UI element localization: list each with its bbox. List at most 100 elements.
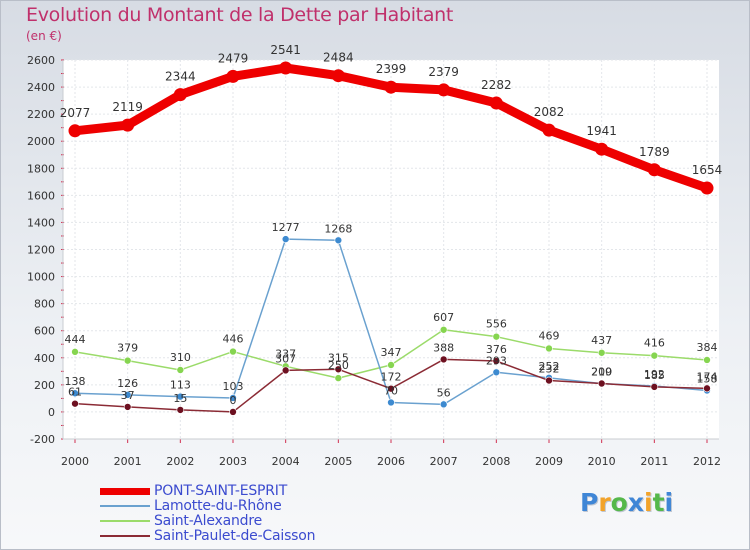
- data-label: 469: [539, 329, 560, 342]
- legend-swatch: [100, 520, 150, 522]
- x-tick-label: 2008: [482, 455, 510, 468]
- x-tick-label: 2012: [693, 455, 721, 468]
- y-tick-label: 200: [34, 379, 55, 392]
- data-point: [123, 391, 132, 399]
- logo-letter: r: [598, 488, 611, 517]
- data-point: [439, 400, 448, 409]
- data-label: 56: [437, 386, 451, 399]
- data-point: [71, 389, 79, 398]
- data-point: [387, 398, 395, 407]
- data-point: [545, 376, 553, 385]
- data-point: [334, 236, 343, 245]
- data-point: [71, 399, 79, 408]
- chart-title: Evolution du Montant de la Dette par Hab…: [26, 4, 454, 26]
- data-label: 2379: [428, 65, 459, 79]
- data-point: [226, 69, 240, 83]
- data-label: 2399: [376, 62, 407, 76]
- data-label: 252: [539, 360, 560, 373]
- data-point: [229, 408, 237, 416]
- data-point: [281, 366, 290, 375]
- proxiti-logo: Proxiti: [580, 488, 673, 517]
- logo-letter: x: [627, 488, 644, 517]
- x-tick-label: 2005: [324, 455, 352, 468]
- data-label: 444: [65, 333, 86, 346]
- logo-letter: i: [664, 488, 674, 517]
- data-label: 293: [486, 354, 507, 367]
- data-point: [173, 88, 187, 102]
- data-label: 70: [384, 384, 398, 397]
- data-point: [229, 394, 237, 402]
- y-tick-label: -200: [30, 433, 55, 446]
- data-point: [384, 80, 398, 94]
- data-label: 2119: [112, 100, 143, 114]
- legend-label: Saint-Alexandre: [154, 513, 262, 529]
- data-label: 113: [170, 379, 191, 392]
- data-label: 232: [539, 363, 560, 376]
- data-point: [123, 403, 132, 411]
- data-point: [597, 348, 606, 357]
- data-point: [597, 379, 606, 388]
- y-tick-label: 2400: [27, 81, 55, 94]
- data-point: [334, 374, 343, 382]
- data-label: 1654: [692, 163, 723, 177]
- data-point: [492, 332, 501, 341]
- logo-letter: t: [652, 488, 665, 517]
- data-label: 379: [117, 342, 138, 355]
- data-point: [542, 123, 556, 137]
- logo-letter: P: [580, 488, 599, 517]
- y-tick-label: 1600: [27, 189, 55, 202]
- data-point: [176, 392, 185, 401]
- y-tick-label: 1400: [27, 216, 55, 229]
- series-saint-paulet-de-caisson: [71, 355, 711, 416]
- data-label: 1789: [639, 145, 670, 159]
- legend-label: Lamotte-du-Rhône: [154, 498, 282, 514]
- data-point: [545, 344, 553, 353]
- legend-swatch: [100, 505, 150, 507]
- data-label: 250: [328, 359, 349, 372]
- data-label: 174: [697, 370, 718, 383]
- y-tick-label: 800: [34, 298, 55, 311]
- data-label: 138: [65, 375, 86, 388]
- y-tick-label: 2000: [27, 135, 55, 148]
- data-point: [387, 361, 395, 369]
- legend-label: Saint-Paulet-de-Caisson: [154, 528, 316, 544]
- data-point: [700, 181, 714, 195]
- x-tick-label: 2007: [430, 455, 458, 468]
- data-label: 2282: [481, 78, 512, 92]
- data-label: 388: [433, 341, 454, 354]
- data-point: [279, 61, 293, 75]
- data-label: 2541: [270, 43, 301, 57]
- data-label: 556: [486, 318, 507, 331]
- data-label: 607: [433, 311, 454, 324]
- data-point: [71, 348, 79, 356]
- logo-letter: i: [644, 488, 653, 517]
- data-point: [595, 142, 609, 156]
- x-tick-label: 2003: [219, 455, 247, 468]
- x-tick-label: 2009: [535, 455, 563, 468]
- data-point: [121, 118, 135, 132]
- data-point: [387, 384, 395, 393]
- data-label: 376: [486, 343, 507, 356]
- x-tick-label: 2000: [61, 455, 89, 468]
- data-label: 315: [328, 351, 349, 364]
- data-label: 347: [381, 346, 402, 359]
- y-tick-label: 2600: [27, 54, 55, 67]
- data-point: [439, 355, 448, 364]
- data-label: 209: [591, 366, 612, 379]
- data-label: 185: [644, 369, 665, 382]
- data-point: [331, 69, 345, 83]
- data-label: 2344: [165, 70, 196, 84]
- x-tick-label: 2001: [114, 455, 142, 468]
- data-point: [703, 384, 711, 393]
- data-point: [650, 351, 659, 360]
- data-label: 158: [697, 373, 718, 386]
- data-label: 384: [697, 341, 718, 354]
- data-label: 2479: [218, 51, 249, 65]
- x-tick-label: 2011: [640, 455, 668, 468]
- data-point: [492, 368, 501, 377]
- data-point: [229, 347, 237, 356]
- data-label: 337: [275, 347, 296, 360]
- data-label: 310: [170, 351, 191, 364]
- data-point: [176, 366, 185, 374]
